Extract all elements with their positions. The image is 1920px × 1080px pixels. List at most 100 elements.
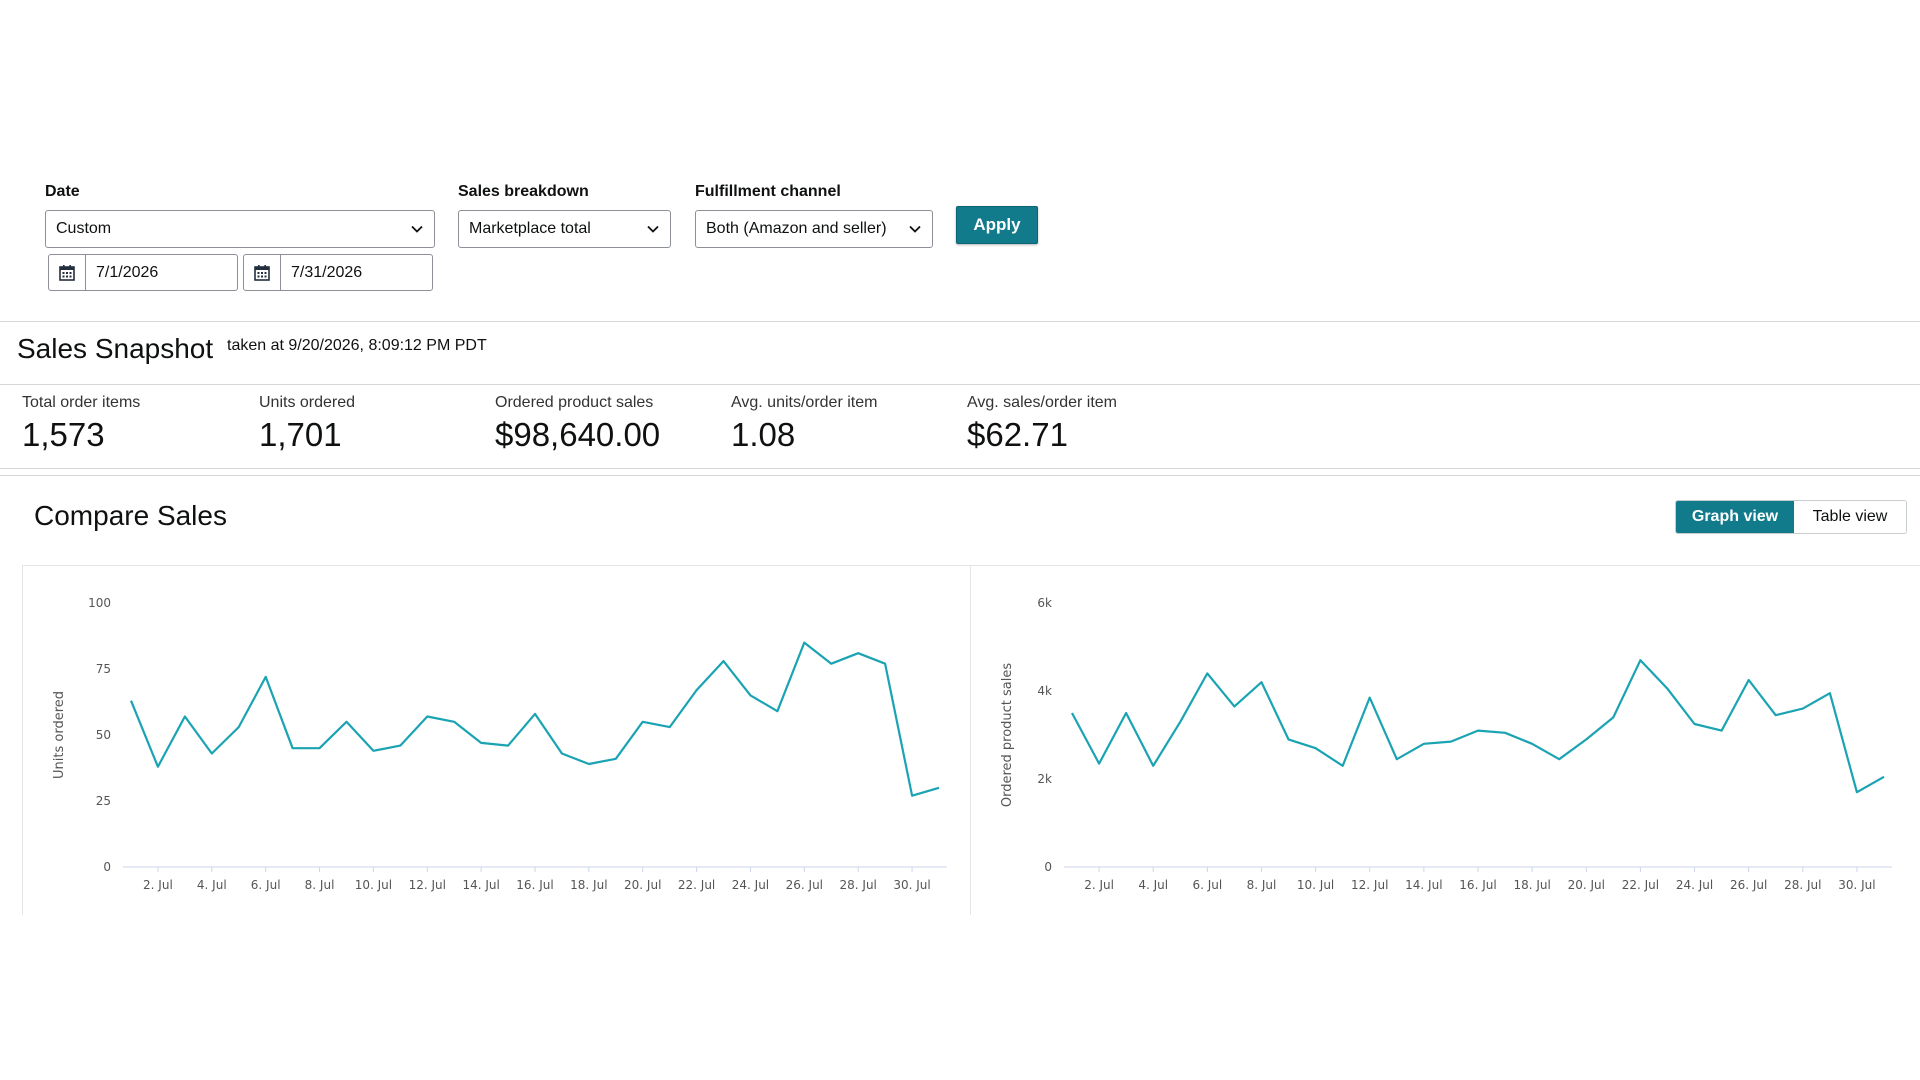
data-point[interactable] — [1609, 713, 1617, 721]
x-tick-label: 12. Jul — [409, 878, 446, 892]
series-line — [129, 641, 940, 797]
units-ordered-chart-panel: 0 25 50 75 100 2. Jul 4. Jul 6. Jul 8. Jul 10. Ju… — [22, 565, 970, 915]
data-point[interactable] — [639, 718, 647, 726]
x-tick-label: 8. Jul — [1247, 878, 1277, 892]
apply-button[interactable]: Apply — [956, 206, 1038, 244]
data-point[interactable] — [1257, 678, 1265, 686]
divider — [0, 475, 1920, 476]
start-date-field[interactable]: 7/1/2026 — [48, 254, 238, 291]
date-select[interactable]: Custom — [45, 210, 435, 248]
metric-value: 1,573 — [22, 416, 105, 453]
data-point[interactable] — [1826, 689, 1834, 697]
ordered-product-sales-chart: 0 2k 4k 6k 2. Jul 4. Jul 6. Jul 8. Jul 10. Jul 12… — [1000, 596, 1892, 892]
x-tick-label: 22. Jul — [1622, 878, 1659, 892]
data-point[interactable] — [154, 763, 162, 771]
data-point[interactable] — [1312, 744, 1320, 752]
x-tick-label: 26. Jul — [1730, 878, 1767, 892]
data-point[interactable] — [1636, 656, 1644, 664]
calendar-icon[interactable] — [244, 255, 281, 290]
data-point[interactable] — [1176, 718, 1184, 726]
data-point[interactable] — [1555, 755, 1563, 763]
chevron-down-icon — [909, 225, 921, 233]
y-axis-label: Units ordered — [52, 691, 67, 779]
data-point[interactable] — [1880, 773, 1888, 781]
data-point[interactable] — [127, 697, 135, 705]
data-point[interactable] — [854, 649, 862, 657]
metric-label: Avg. sales/order item — [967, 394, 1117, 411]
data-point[interactable] — [423, 713, 431, 721]
data-point[interactable] — [316, 744, 324, 752]
end-date-field[interactable]: 7/31/2026 — [243, 254, 433, 291]
data-point[interactable] — [1366, 694, 1374, 702]
calendar-icon[interactable] — [49, 255, 86, 290]
data-point[interactable] — [504, 742, 512, 750]
data-point[interactable] — [1799, 705, 1807, 713]
data-point[interactable] — [1122, 709, 1130, 717]
data-point[interactable] — [558, 749, 566, 757]
data-point[interactable] — [1691, 720, 1699, 728]
x-tick-label: 10. Jul — [1297, 878, 1334, 892]
data-point[interactable] — [881, 660, 889, 668]
data-point[interactable] — [235, 723, 243, 731]
data-point[interactable] — [531, 710, 539, 718]
data-point[interactable] — [1474, 727, 1482, 735]
y-axis-label: Ordered product sales — [1000, 663, 1015, 808]
x-tick-label: 10. Jul — [355, 878, 392, 892]
data-point[interactable] — [369, 747, 377, 755]
data-point[interactable] — [396, 742, 404, 750]
x-tick-label: 16. Jul — [1459, 878, 1496, 892]
data-point[interactable] — [477, 739, 485, 747]
data-point[interactable] — [1285, 735, 1293, 743]
data-point[interactable] — [1149, 762, 1157, 770]
data-point[interactable] — [1203, 669, 1211, 677]
data-point[interactable] — [1718, 727, 1726, 735]
data-point[interactable] — [1420, 740, 1428, 748]
data-point[interactable] — [1339, 762, 1347, 770]
data-point[interactable] — [450, 718, 458, 726]
data-point[interactable] — [1393, 755, 1401, 763]
fulfillment-channel-select[interactable]: Both (Amazon and seller) — [695, 210, 933, 248]
data-point[interactable] — [720, 657, 728, 665]
data-point[interactable] — [1068, 709, 1076, 717]
data-point[interactable] — [1745, 676, 1753, 684]
data-point[interactable] — [1663, 685, 1671, 693]
data-point[interactable] — [289, 744, 297, 752]
data-point[interactable] — [262, 673, 270, 681]
data-point[interactable] — [1447, 738, 1455, 746]
metric-label: Avg. units/order item — [731, 394, 878, 411]
data-point[interactable] — [1501, 729, 1509, 737]
sales-breakdown-select[interactable]: Marketplace total — [458, 210, 671, 248]
data-point[interactable] — [800, 639, 808, 647]
table-view-button[interactable]: Table view — [1794, 501, 1906, 533]
snapshot-title: Sales Snapshot — [17, 333, 214, 364]
chevron-down-icon — [647, 225, 659, 233]
data-point[interactable] — [746, 691, 754, 699]
data-point[interactable] — [1772, 711, 1780, 719]
end-date-value: 7/31/2026 — [291, 263, 363, 281]
metric-label: Units ordered — [259, 394, 356, 411]
data-point[interactable] — [773, 707, 781, 715]
graph-view-button[interactable]: Graph view — [1676, 501, 1794, 533]
data-point[interactable] — [1528, 740, 1536, 748]
ordered-product-sales-chart-panel: 0 2k 4k 6k 2. Jul 4. Jul 6. Jul 8. Jul 10. Jul 12… — [970, 565, 1920, 915]
y-tick-label: 100 — [88, 596, 111, 610]
metric-avg-units-per-order-item: Avg. units/order item 1.08 — [731, 394, 961, 454]
data-point[interactable] — [908, 792, 916, 800]
data-point[interactable] — [935, 784, 943, 792]
data-point[interactable] — [585, 760, 593, 768]
x-tick-label: 6. Jul — [251, 878, 281, 892]
data-point[interactable] — [827, 660, 835, 668]
data-point[interactable] — [612, 755, 620, 763]
data-point[interactable] — [1095, 760, 1103, 768]
data-point[interactable] — [1230, 702, 1238, 710]
data-point[interactable] — [342, 718, 350, 726]
data-point[interactable] — [666, 723, 674, 731]
data-point[interactable] — [1853, 788, 1861, 796]
data-point[interactable] — [181, 713, 189, 721]
data-point[interactable] — [1582, 735, 1590, 743]
metric-value: 1,701 — [259, 416, 342, 453]
fulfillment-channel-label: Fulfillment channel — [695, 183, 841, 200]
data-point[interactable] — [693, 686, 701, 694]
date-select-value: Custom — [56, 220, 112, 237]
data-point[interactable] — [208, 749, 216, 757]
